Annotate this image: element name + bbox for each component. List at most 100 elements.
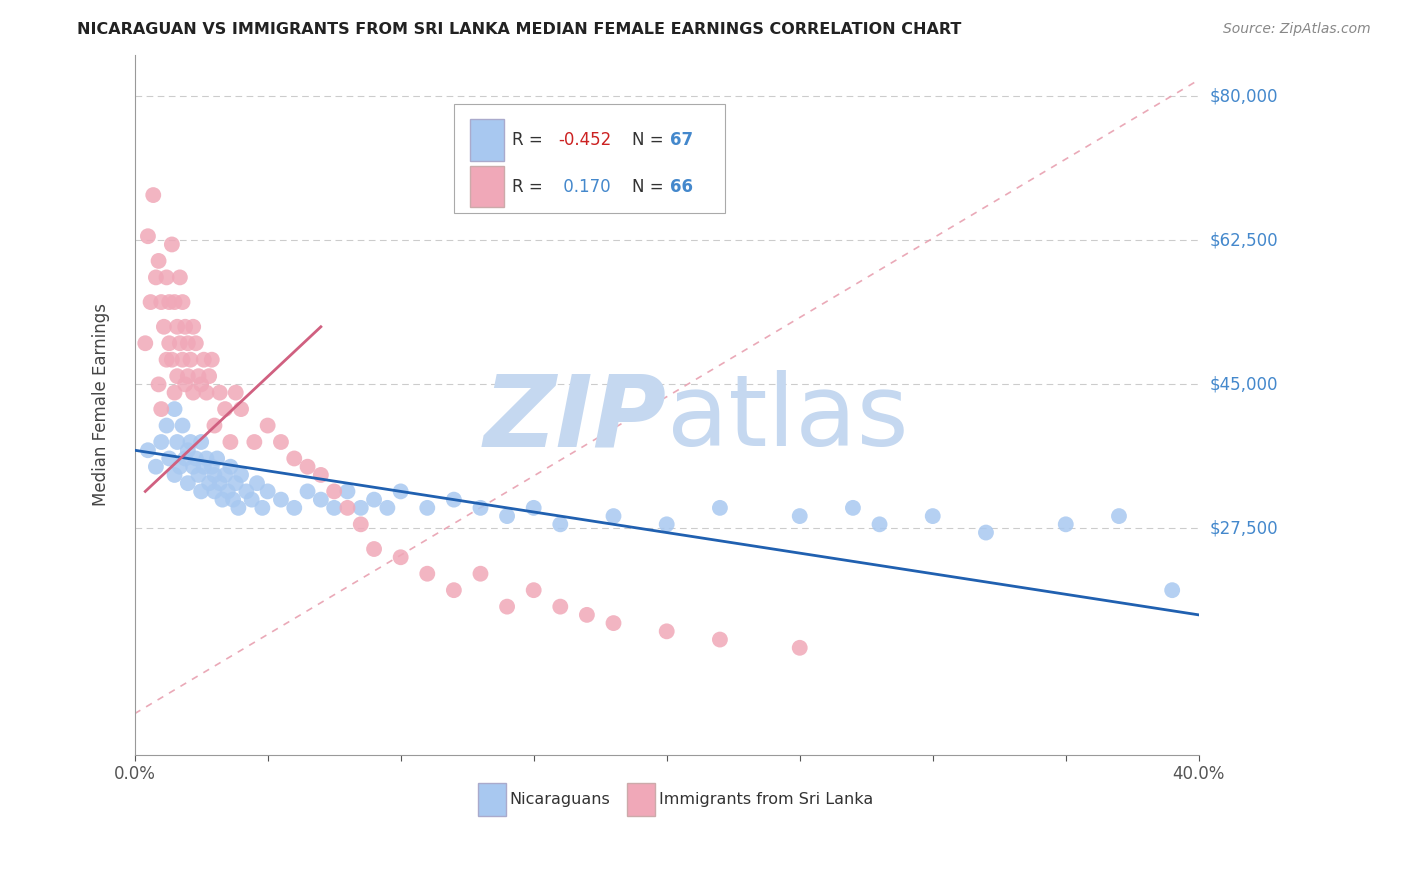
- Point: [323, 484, 346, 499]
- Point: [214, 467, 236, 482]
- Point: [204, 484, 226, 499]
- Point: [842, 500, 865, 515]
- Text: R =: R =: [512, 131, 548, 149]
- Point: [243, 435, 266, 450]
- Point: [363, 492, 385, 507]
- Point: [142, 188, 165, 202]
- Point: [921, 509, 943, 524]
- Point: [256, 484, 278, 499]
- Point: [336, 500, 359, 515]
- Point: [198, 476, 221, 491]
- Text: N =: N =: [631, 131, 668, 149]
- Point: [160, 352, 183, 367]
- Text: $62,500: $62,500: [1211, 231, 1278, 250]
- Point: [195, 385, 218, 400]
- Point: [184, 336, 207, 351]
- Point: [155, 352, 177, 367]
- Point: [187, 369, 209, 384]
- Point: [172, 352, 194, 367]
- Point: [157, 336, 180, 351]
- Point: [148, 254, 170, 268]
- FancyBboxPatch shape: [470, 166, 503, 207]
- Point: [270, 435, 292, 450]
- Point: [309, 492, 332, 507]
- Point: [174, 451, 197, 466]
- Point: [602, 509, 624, 524]
- Point: [222, 492, 245, 507]
- Point: [443, 492, 465, 507]
- FancyBboxPatch shape: [454, 104, 725, 212]
- Point: [416, 500, 439, 515]
- Point: [193, 352, 215, 367]
- Point: [204, 467, 226, 482]
- Point: [160, 237, 183, 252]
- Point: [655, 624, 678, 639]
- Point: [201, 459, 224, 474]
- Point: [283, 500, 305, 515]
- Point: [709, 632, 731, 647]
- Point: [155, 418, 177, 433]
- Point: [219, 459, 242, 474]
- Point: [172, 295, 194, 310]
- Point: [145, 270, 167, 285]
- Point: [150, 402, 173, 417]
- Point: [655, 517, 678, 532]
- Point: [153, 319, 176, 334]
- Point: [177, 369, 200, 384]
- Text: Source: ZipAtlas.com: Source: ZipAtlas.com: [1223, 22, 1371, 37]
- Point: [323, 500, 346, 515]
- Point: [602, 616, 624, 631]
- Point: [523, 500, 546, 515]
- Point: [217, 484, 239, 499]
- Point: [709, 500, 731, 515]
- Point: [336, 484, 359, 499]
- Point: [229, 467, 252, 482]
- Point: [240, 492, 263, 507]
- Point: [550, 599, 572, 614]
- Point: [179, 352, 201, 367]
- Text: $45,000: $45,000: [1211, 376, 1278, 393]
- Point: [148, 377, 170, 392]
- Text: 0.170: 0.170: [558, 178, 610, 195]
- Point: [187, 467, 209, 482]
- FancyBboxPatch shape: [627, 783, 655, 815]
- Point: [172, 418, 194, 433]
- Point: [136, 229, 159, 244]
- Point: [377, 500, 399, 515]
- Point: [523, 583, 546, 598]
- Point: [208, 476, 231, 491]
- Point: [204, 418, 226, 433]
- Point: [309, 467, 332, 482]
- Point: [252, 500, 274, 515]
- Point: [150, 295, 173, 310]
- Text: N =: N =: [631, 178, 668, 195]
- FancyBboxPatch shape: [478, 783, 506, 815]
- Point: [163, 385, 186, 400]
- Point: [181, 319, 204, 334]
- Point: [256, 418, 278, 433]
- Point: [496, 599, 519, 614]
- Point: [177, 336, 200, 351]
- Point: [136, 443, 159, 458]
- Point: [166, 369, 188, 384]
- Point: [575, 607, 598, 622]
- Point: [150, 435, 173, 450]
- Point: [389, 550, 412, 565]
- Point: [270, 492, 292, 507]
- Point: [350, 500, 373, 515]
- Text: ZIP: ZIP: [484, 370, 666, 467]
- Point: [550, 517, 572, 532]
- Point: [297, 459, 319, 474]
- Point: [201, 352, 224, 367]
- Point: [211, 492, 233, 507]
- Point: [208, 385, 231, 400]
- Text: atlas: atlas: [666, 370, 908, 467]
- Point: [139, 295, 162, 310]
- Text: Immigrants from Sri Lanka: Immigrants from Sri Lanka: [659, 792, 873, 807]
- Point: [163, 467, 186, 482]
- Point: [297, 484, 319, 499]
- FancyBboxPatch shape: [470, 120, 503, 161]
- Point: [416, 566, 439, 581]
- Point: [169, 336, 191, 351]
- Point: [235, 484, 257, 499]
